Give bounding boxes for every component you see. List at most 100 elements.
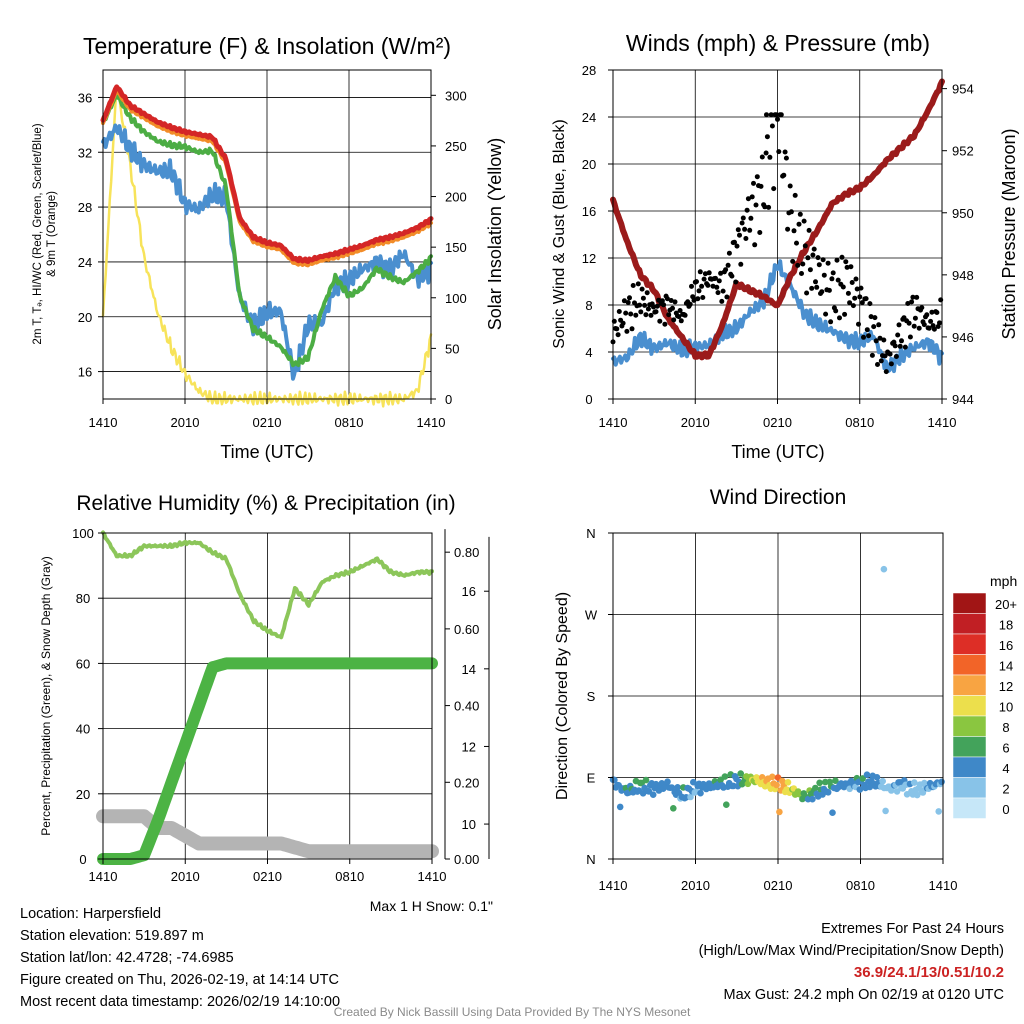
gust-point: [877, 335, 883, 341]
time-tick-label: 1410: [599, 415, 628, 430]
gust-point: [715, 290, 721, 296]
left-tick-label: 24: [78, 255, 92, 270]
gust-point: [664, 296, 670, 302]
time-tick-label: 0210: [253, 869, 282, 884]
gust-point: [801, 218, 807, 224]
left-tick-label: 32: [78, 145, 92, 160]
gust-point: [615, 332, 621, 338]
gust-point: [797, 211, 803, 217]
gust-point: [809, 285, 815, 291]
left-tick-label: 100: [72, 526, 94, 541]
gust-point: [816, 262, 822, 268]
left-tick-label: N: [586, 852, 595, 867]
gust-point: [739, 220, 745, 226]
direction-point: [911, 779, 918, 786]
gust-point: [871, 324, 877, 330]
gust-point: [802, 243, 808, 249]
gust-point: [640, 295, 646, 301]
gust-point: [766, 204, 772, 210]
direction-point: [616, 803, 624, 811]
humidity-grid: [103, 532, 432, 859]
direction-point: [642, 776, 650, 784]
time-tick-label: 0810: [845, 415, 874, 430]
left-tick-label: 4: [585, 345, 592, 360]
time-tick-label: 2010: [681, 415, 710, 430]
gust-point: [719, 298, 725, 304]
gust-point: [844, 264, 850, 270]
time-tick-label: 0810: [846, 878, 875, 893]
left-tick-label: W: [585, 608, 598, 623]
time-tick-label: 0210: [764, 878, 793, 893]
elevation-text: Station elevation: 519.897 m: [20, 928, 204, 944]
gust-point: [849, 280, 855, 285]
direction-point: [873, 774, 881, 781]
direction-point: [879, 777, 886, 785]
gust-point: [695, 296, 701, 302]
gust-point: [873, 338, 879, 344]
gust-point: [771, 186, 777, 192]
gust-point: [762, 204, 768, 210]
gust-point: [893, 354, 899, 359]
gust-point: [823, 311, 829, 317]
right-tick-label: 250: [445, 139, 467, 154]
gust-point: [899, 338, 904, 344]
legend-label: 4: [1002, 761, 1009, 776]
right-tick-label: 150: [445, 240, 467, 255]
gust-point: [815, 255, 821, 261]
gust-point: [928, 318, 934, 324]
legend-swatch: [952, 592, 987, 614]
gust-point: [754, 174, 760, 180]
gust-point: [720, 288, 726, 294]
gust-point: [788, 209, 794, 215]
precip-tick-label: 0.20: [454, 775, 479, 790]
gust-point: [729, 273, 735, 279]
left-tick-label: 12: [582, 251, 596, 266]
gust-point: [856, 321, 861, 327]
gust-point: [633, 312, 639, 318]
gust-point: [902, 344, 908, 350]
left-tick-label: 16: [582, 204, 596, 219]
direction-point: [829, 809, 836, 816]
gust-point: [858, 285, 864, 291]
humidity-axes: 0 20 40 60 80 100 0.00 0.20 0.40 0.60 0.80 10 12 14 16…: [72, 526, 490, 884]
gust-point: [628, 311, 634, 317]
gust-point: [796, 221, 802, 227]
gust-point: [769, 123, 775, 129]
gust-point: [892, 343, 898, 349]
gust-point: [934, 310, 940, 315]
legend-swatch: [952, 654, 987, 676]
direction-point: [832, 777, 839, 784]
series-station-pressure: [610, 78, 945, 361]
speed-legend-title: mph: [990, 573, 1017, 589]
humidity-title: Relative Humidity (%) & Precipitation (i…: [76, 492, 455, 515]
gust-point: [881, 337, 887, 343]
right-tick-label: 300: [445, 88, 467, 103]
time-tick-label: 1410: [928, 415, 957, 430]
gust-point: [781, 172, 787, 178]
gust-point: [742, 226, 748, 232]
gust-point: [706, 270, 712, 276]
gust-point: [638, 309, 644, 315]
winds-xlabel: Time (UTC): [731, 442, 824, 462]
snow-tick-label: 16: [462, 584, 476, 599]
gust-point: [854, 286, 860, 292]
left-tick-label: 80: [76, 591, 90, 606]
created-text: Figure created on Thu, 2026-02-19, at 14…: [20, 972, 339, 988]
direction-point: [935, 808, 942, 815]
gust-point: [916, 325, 922, 331]
gust-point: [896, 322, 902, 328]
left-tick-label: 20: [76, 787, 90, 802]
gust-point: [752, 242, 758, 248]
direction-point: [816, 779, 823, 787]
gust-point: [924, 312, 930, 318]
gust-point: [768, 112, 774, 118]
gust-point: [645, 306, 651, 312]
direction-point: [824, 789, 832, 796]
series-sonic-wind: [611, 259, 944, 374]
gust-point: [926, 325, 932, 331]
right-tick-label: 954: [952, 82, 974, 97]
temperature-title: Temperature (F) & Insolation (W/m²): [83, 33, 451, 59]
legend-label: 10: [999, 700, 1013, 715]
max-gust-text: Max Gust: 24.2 mph On 02/19 at 0120 UTC: [723, 987, 1004, 1003]
direction-point: [674, 784, 681, 791]
